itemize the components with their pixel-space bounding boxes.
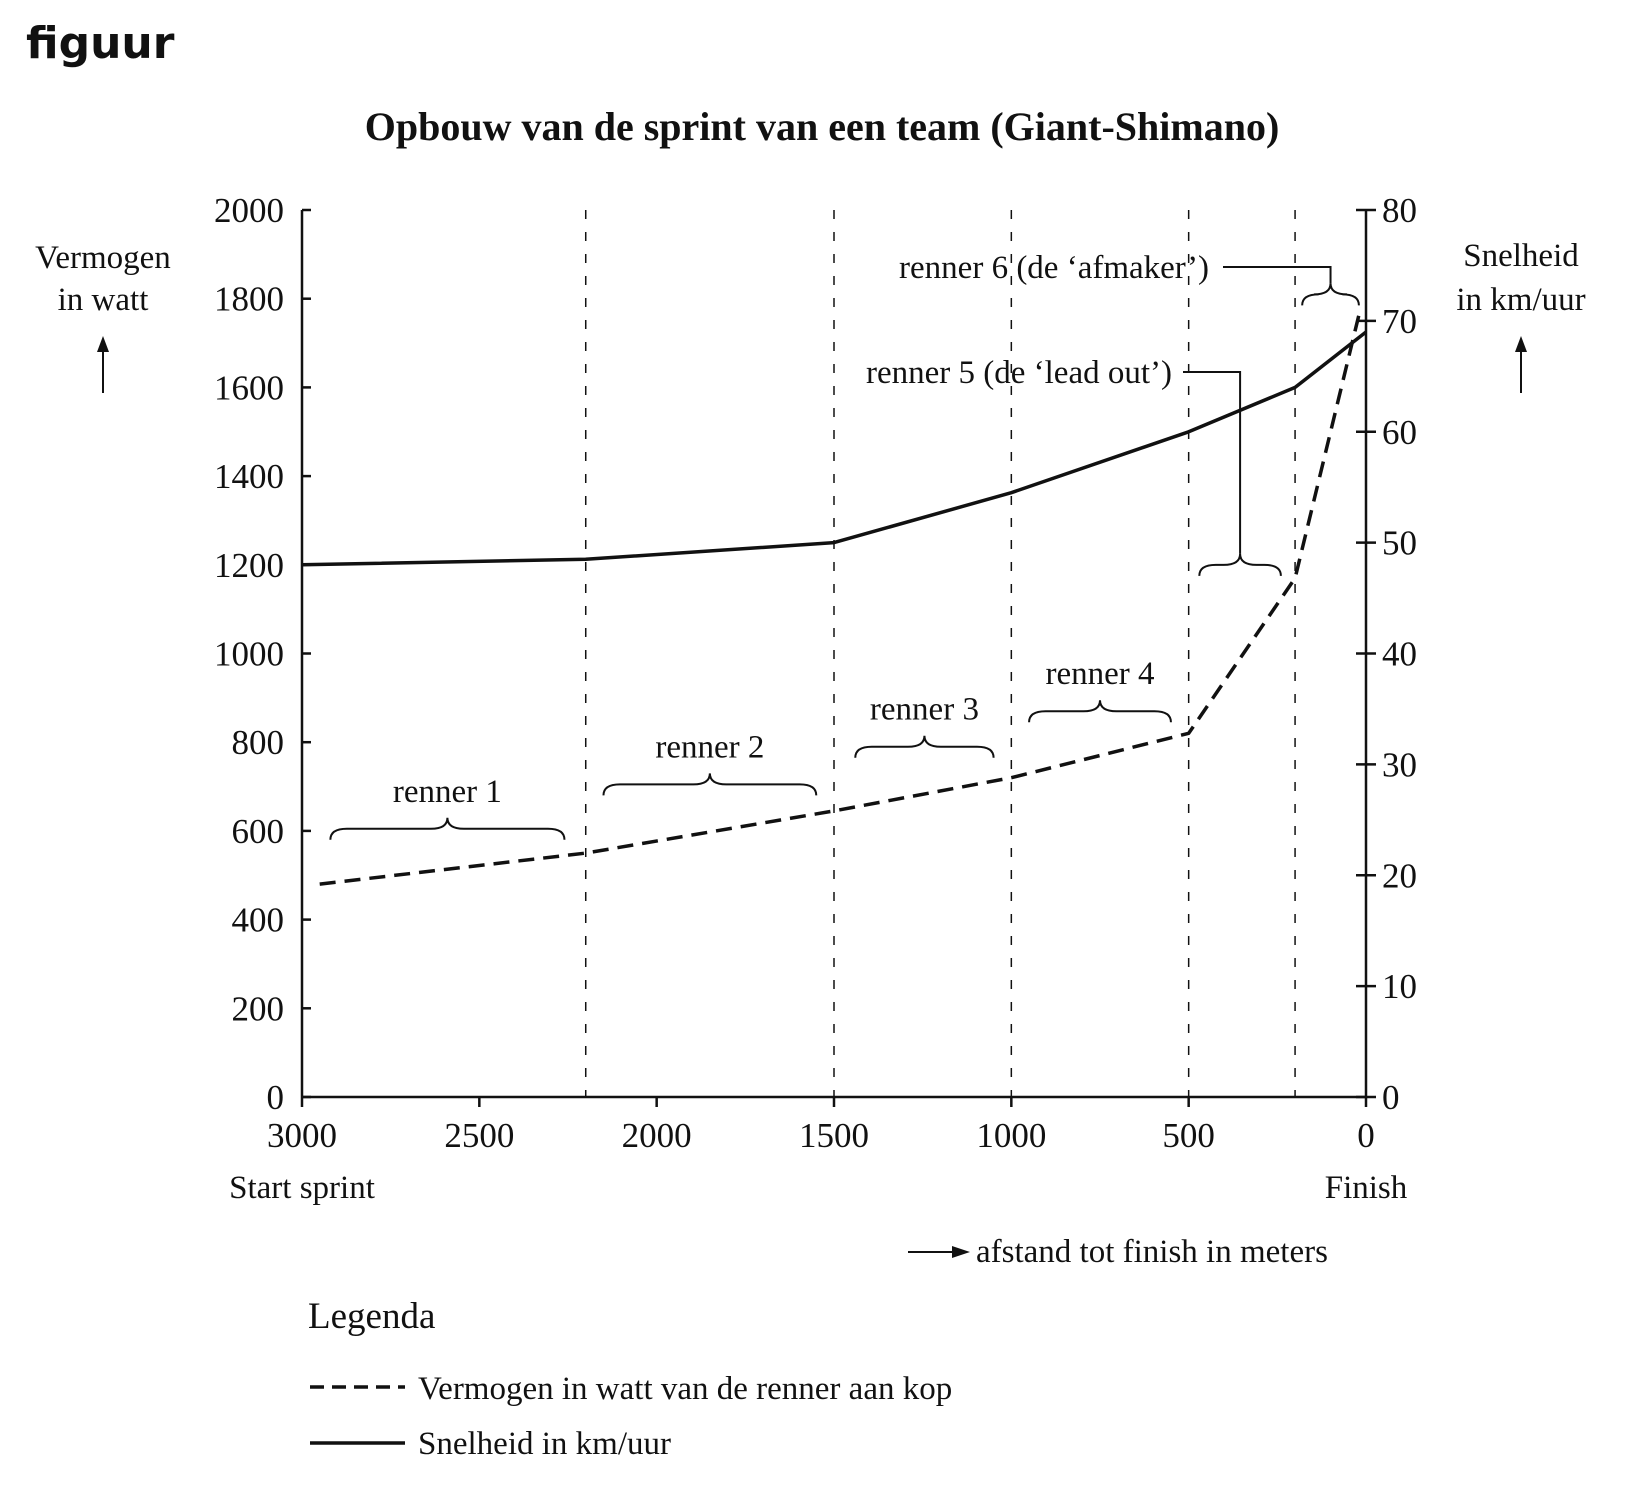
y-right-tick-label: 40 (1382, 635, 1417, 674)
y-right-label-line2: in km/uur (1456, 282, 1585, 318)
y-right-tick-label: 0 (1382, 1078, 1400, 1117)
x-tick-label: 2000 (622, 1116, 692, 1155)
rider-brace (854, 735, 995, 758)
axes: 0200400600800100012001400160018002000010… (214, 191, 1417, 1155)
chart-title: Opbouw van de sprint van een team (Giant… (365, 104, 1280, 149)
y-left-arrow-icon (97, 336, 109, 393)
y-right-tick-label: 80 (1382, 191, 1417, 230)
rider-label: renner 4 (1045, 656, 1154, 692)
rider-leader (1183, 371, 1242, 554)
y-left-tick-label: 400 (232, 901, 285, 940)
y-left-label-line1: Vermogen (35, 240, 171, 276)
x-tick-label: 1500 (799, 1116, 869, 1155)
y-left-tick-label: 2000 (214, 191, 284, 230)
rider-label: renner 2 (655, 729, 764, 765)
rider-brace (602, 773, 818, 796)
legend-label-speed: Snelheid in km/uur (418, 1426, 671, 1462)
rider-brace (1198, 553, 1282, 576)
rider-label: renner 1 (393, 774, 502, 810)
y-left-tick-label: 1600 (214, 368, 284, 407)
legend-label-power: Vermogen in watt van de renner aan kop (418, 1371, 952, 1407)
y-right-arrow-icon (1515, 336, 1527, 393)
rider-label: renner 3 (870, 692, 979, 728)
x-end-label: Finish (1325, 1170, 1408, 1206)
y-right-tick-label: 30 (1382, 745, 1417, 784)
y-right-label-line1: Snelheid (1463, 238, 1579, 274)
y-right-tick-label: 50 (1382, 524, 1417, 563)
x-tick-label: 500 (1162, 1116, 1215, 1155)
y-left-tick-label: 200 (232, 989, 285, 1028)
y-left-tick-label: 1000 (214, 635, 284, 674)
y-left-tick-label: 800 (232, 723, 285, 762)
y-right-tick-label: 10 (1382, 967, 1417, 1006)
rider-annotations: renner 1 renner 2 renner 3 renner 4 renner 5… (329, 250, 1360, 840)
rider-brace (329, 817, 566, 840)
rider-brace (1028, 700, 1172, 723)
y-left-tick-label: 600 (232, 812, 285, 851)
legend-title: Legenda (308, 1296, 435, 1337)
rider-label: renner 5 (de ‘lead out’) (866, 355, 1172, 391)
y-right-tick-label: 70 (1382, 302, 1417, 341)
y-right-tick-label: 20 (1382, 856, 1417, 895)
y-left-tick-label: 1800 (214, 280, 284, 319)
x-tick-label: 2500 (444, 1116, 514, 1155)
series (301, 307, 1368, 886)
y-left-label-line2: in watt (58, 282, 149, 318)
x-start-label: Start sprint (229, 1170, 375, 1206)
y-left-tick-label: 1400 (214, 457, 284, 496)
x-tick-label: 0 (1357, 1116, 1375, 1155)
rider-brace (1301, 283, 1360, 306)
x-axis-arrow-icon (908, 1246, 970, 1258)
x-axis-title: afstand tot finish in meters (976, 1234, 1328, 1270)
y-left-tick-label: 1200 (214, 546, 284, 585)
figure-label: figuur (26, 18, 175, 69)
x-tick-label: 1000 (976, 1116, 1046, 1155)
x-tick-label: 3000 (267, 1116, 337, 1155)
rider-leader (1223, 266, 1332, 284)
segment-gridlines (584, 210, 1296, 1097)
rider-label: renner 6 (de ‘afmaker’) (899, 250, 1209, 286)
y-left-tick-label: 0 (267, 1078, 285, 1117)
y-right-tick-label: 60 (1382, 413, 1417, 452)
